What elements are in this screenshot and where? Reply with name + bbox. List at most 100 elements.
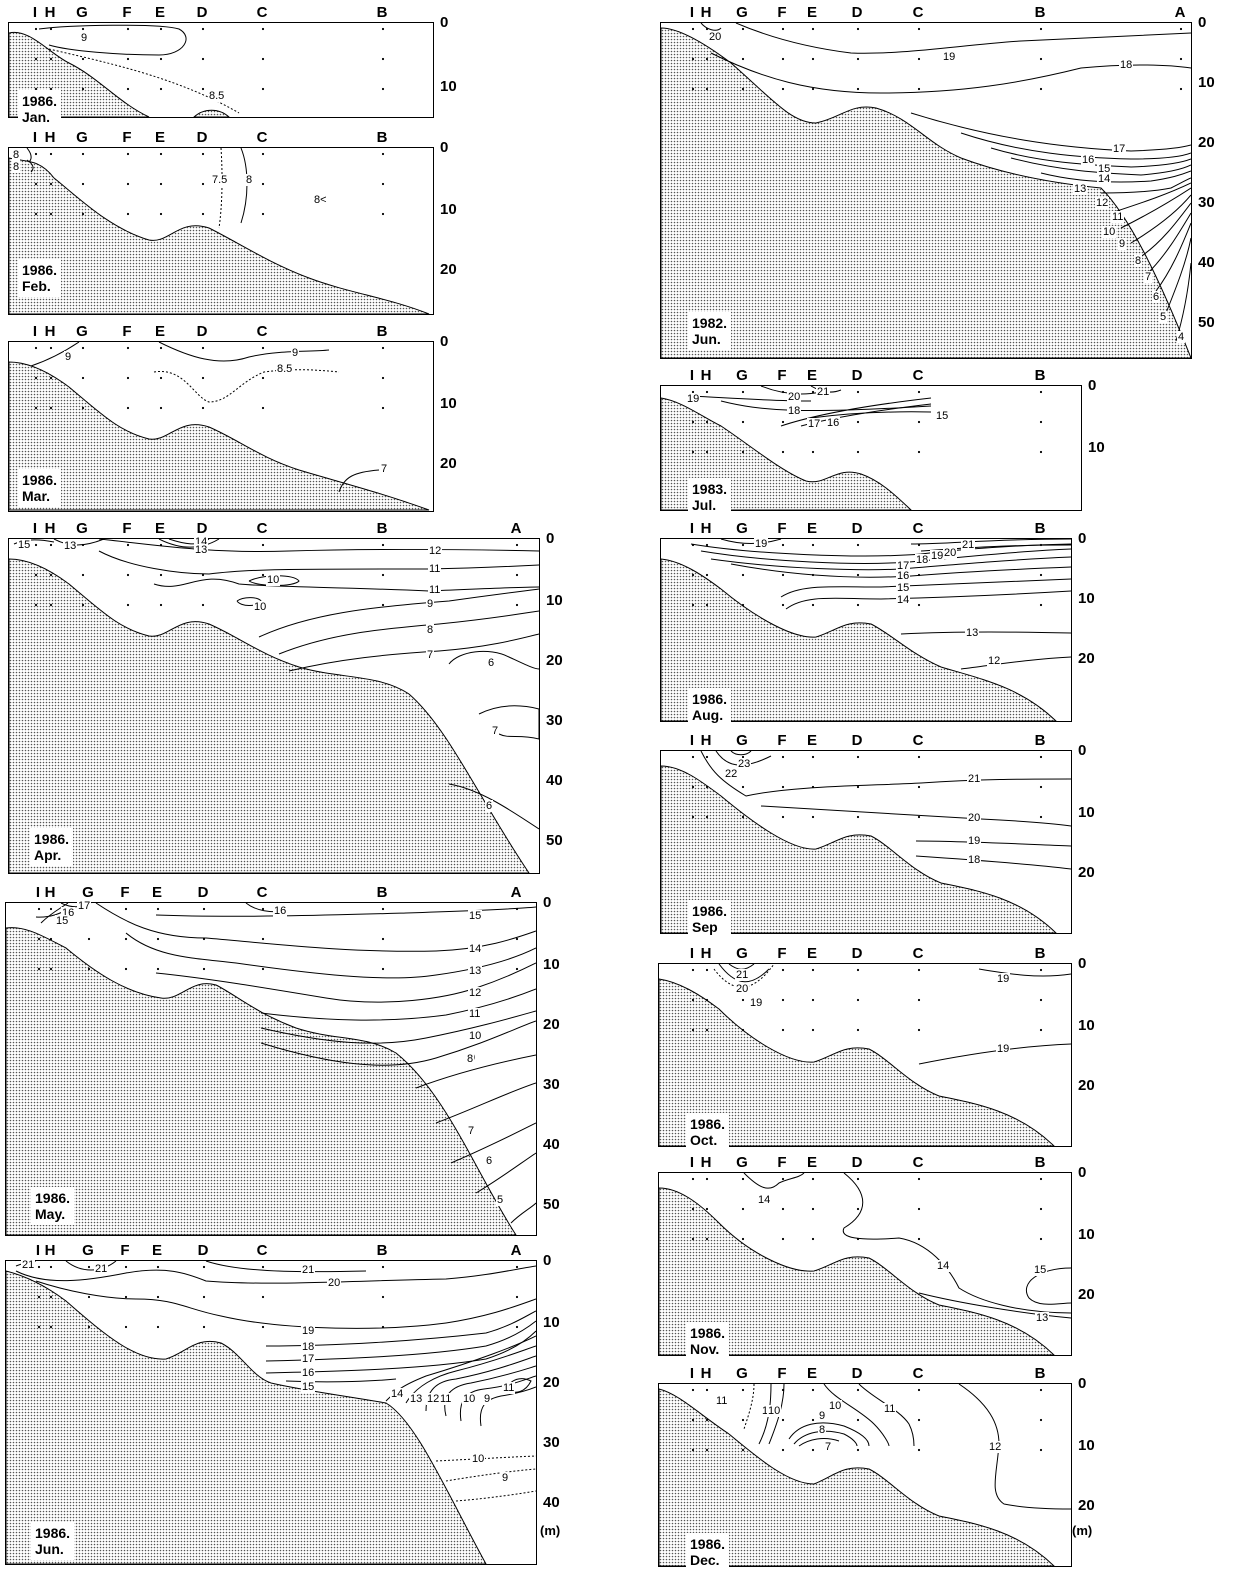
sample-point [159, 346, 163, 350]
isotherm-line [435, 1455, 536, 1462]
isotherm-line [700, 23, 722, 31]
sample-point [124, 1265, 128, 1269]
depth-tick-label: 20 [1078, 1497, 1095, 1514]
depth-tick-label: 20 [543, 1016, 560, 1033]
isotherm-line [510, 1202, 536, 1224]
sample-point [741, 1207, 745, 1211]
isotherm-label: 16 [273, 905, 288, 917]
seabed-mound [193, 109, 230, 117]
sample-point [1039, 57, 1043, 61]
station-label-i: I [689, 520, 695, 537]
depth-tick-label: 0 [1078, 742, 1087, 759]
station-label-h: H [700, 4, 712, 21]
section-frame [8, 538, 540, 874]
isotherm-label: 5 [1159, 311, 1168, 323]
station-label-c: C [912, 4, 924, 21]
station-label-c: C [256, 1242, 268, 1259]
depth-tick-label: 0 [1078, 530, 1087, 547]
sample-point [381, 27, 385, 31]
sample-point [741, 785, 745, 789]
sample-point [49, 603, 53, 607]
station-label-d: D [196, 4, 208, 21]
sample-point [691, 968, 695, 972]
sample-point [741, 573, 745, 577]
sample-point [741, 1418, 745, 1422]
section-frame [658, 1383, 1072, 1567]
sample-point [37, 1325, 41, 1329]
depth-tick-label: 50 [546, 832, 563, 849]
sample-point [781, 1207, 785, 1211]
sample-point [49, 937, 53, 941]
isotherm-label: 10 [462, 1393, 477, 1405]
sample-point [811, 1028, 815, 1032]
isotherm-line [205, 1261, 367, 1273]
sample-point [1039, 755, 1043, 759]
station-label-g: G [736, 367, 748, 384]
sample-point [49, 87, 53, 91]
isotherm-line [910, 112, 1191, 152]
isotherm-label: 15 [301, 1381, 316, 1393]
isotherm-line [978, 968, 1071, 977]
sample-point [381, 376, 385, 380]
isotherm-line [450, 1122, 536, 1164]
sample-point [156, 1325, 160, 1329]
isotherm-label: 8.5 [276, 363, 294, 375]
sample-point [261, 212, 265, 216]
sample-point [781, 27, 785, 31]
sample-point [34, 152, 38, 156]
isotherm-line [780, 578, 1071, 598]
station-label-i: I [32, 4, 38, 21]
isotherm-label: 20 [967, 812, 982, 824]
isotherm-plot [9, 539, 539, 873]
depth-tick-label: 40 [1198, 254, 1215, 271]
isotherm-label: 14 [390, 1388, 405, 1400]
isotherm-label: 6 [487, 657, 496, 669]
station-label-d: D [197, 884, 209, 901]
sample-point [781, 1237, 785, 1241]
station-label-g: G [736, 732, 748, 749]
station-label-c: C [256, 4, 268, 21]
station-label-b: B [376, 884, 388, 901]
sample-point [87, 967, 91, 971]
station-label-e: E [154, 4, 166, 21]
depth-tick-label: 0 [1078, 955, 1087, 972]
isotherm-label: 11 [715, 1395, 729, 1407]
depth-tick-label: 0 [546, 530, 555, 547]
station-label-g: G [736, 945, 748, 962]
sample-point [1039, 785, 1043, 789]
sample-point [781, 57, 785, 61]
sample-point [81, 57, 85, 61]
sample-point [49, 543, 53, 547]
depth-tick-label: 10 [1078, 1226, 1095, 1243]
station-label-g: G [736, 1365, 748, 1382]
station-label-d: D [851, 4, 863, 21]
sample-point [381, 87, 385, 91]
sample-point [691, 573, 695, 577]
isotherm-line [720, 539, 782, 544]
sample-point [124, 937, 128, 941]
depth-tick-label: 50 [1198, 314, 1215, 331]
sample-point [811, 968, 815, 972]
seabed-area [661, 558, 1057, 721]
sample-point [705, 57, 709, 61]
sample-point [811, 57, 815, 61]
panel-title: 1986. May. [31, 1187, 75, 1225]
sample-point [691, 815, 695, 819]
sample-point [691, 603, 695, 607]
isotherm-line [155, 906, 536, 917]
isotherm-label: 8 [245, 174, 254, 186]
isotherm-line [265, 1320, 536, 1362]
station-label-a: A [510, 520, 522, 537]
sample-point [37, 907, 41, 911]
sample-point [156, 1295, 160, 1299]
sample-point [917, 998, 921, 1002]
sample-point [705, 450, 709, 454]
sample-point [37, 1295, 41, 1299]
isotherm-label: 14 [468, 943, 483, 955]
sample-point [126, 406, 130, 410]
sample-point [159, 57, 163, 61]
isotherm-line [700, 751, 1071, 797]
station-label-c: C [912, 1365, 924, 1382]
sample-point [1039, 87, 1043, 91]
station-label-d: D [851, 732, 863, 749]
